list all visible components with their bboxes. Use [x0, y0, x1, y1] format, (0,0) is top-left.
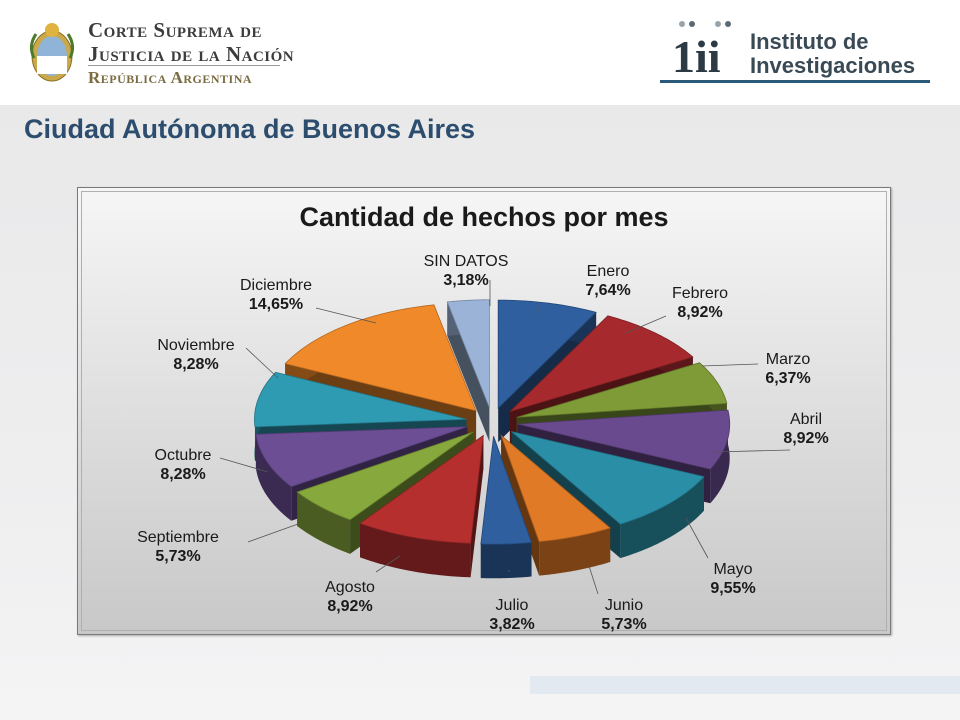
- pie-slice-octubre: [255, 426, 468, 488]
- argentina-coat-of-arms-icon: [29, 23, 75, 82]
- pie-slice-junio: [500, 434, 611, 543]
- slice-value-junio: 5,73%: [601, 616, 646, 633]
- org-country: República Argentina: [88, 68, 253, 87]
- slice-label-noviembre: Noviembre: [157, 337, 234, 354]
- pie-slice-enero: [497, 299, 597, 410]
- institute-name: Instituto de Investigaciones: [750, 30, 915, 78]
- pie-labels: Enero 7,64% Febrero 8,92% Marzo 6,37% Abril 8,9…: [137, 253, 829, 633]
- chart-frame: Cantidad de hechos por mes Enero 7,64% Feb…: [77, 187, 891, 635]
- pie-wall-sin-datos-0: [447, 301, 490, 442]
- pie-tops: [254, 299, 731, 545]
- institute-name-line2: Investigaciones: [750, 53, 916, 78]
- institute-name-line1: Instituto de: [750, 29, 869, 54]
- slice-value-octubre: 8,28%: [160, 466, 205, 483]
- pie-slice-julio: [480, 436, 533, 545]
- pie-slice-noviembre: [254, 371, 467, 428]
- pie-slice-marzo: [516, 362, 728, 418]
- slice-label-mayo: Mayo: [713, 561, 752, 578]
- slice-label-junio: Junio: [605, 597, 643, 614]
- slice-value-julio: 3,82%: [489, 616, 534, 633]
- slice-label-agosto: Agosto: [325, 579, 375, 596]
- leader-line-noviembre: [245, 347, 279, 379]
- leader-line-octubre: [219, 457, 269, 473]
- slice-label-febrero: Febrero: [672, 285, 728, 302]
- org-name-line2: Justicia de la Nación: [88, 42, 295, 66]
- leader-line-febrero: [625, 315, 667, 334]
- slice-value-agosto: 8,92%: [327, 598, 372, 615]
- slice-value-enero: 7,64%: [585, 282, 630, 299]
- slice-label-octubre: Octubre: [155, 447, 212, 464]
- slice-value-noviembre: 8,28%: [173, 356, 218, 373]
- institute-logo-icon: 1ii: [672, 21, 731, 82]
- slice-label-diciembre: Diciembre: [240, 277, 312, 294]
- pie-side-julio: [480, 542, 532, 579]
- slice-value-febrero: 8,92%: [677, 304, 722, 321]
- pie-chart: Cantidad de hechos por mes Enero 7,64% Feb…: [137, 202, 829, 633]
- slice-label-septiembre: Septiembre: [137, 529, 219, 546]
- header: Corte Suprema de Justicia de la Nación R…: [0, 0, 960, 105]
- leader-line-diciembre: [315, 307, 377, 324]
- pie-slice-agosto: [359, 434, 484, 544]
- slice-value-septiembre: 5,73%: [155, 548, 200, 565]
- slice-value-diciembre: 14,65%: [249, 296, 303, 313]
- chart-title: Cantidad de hechos por mes: [299, 202, 668, 232]
- pie-slice-mayo: [511, 431, 705, 525]
- institute-underline: [660, 80, 930, 83]
- slice-label-julio: Julio: [496, 597, 529, 614]
- pie-side-octubre: [255, 434, 292, 521]
- leader-line-agosto: [375, 555, 401, 573]
- slice-value-sin-datos: 3,18%: [443, 272, 488, 289]
- slice-value-marzo: 6,37%: [765, 370, 810, 387]
- leader-line-junio: [588, 565, 599, 595]
- slice-label-enero: Enero: [587, 263, 630, 280]
- pie-side-septiembre: [297, 492, 351, 554]
- leader-line-marzo: [701, 363, 759, 367]
- chart-frame-inner-border: [81, 191, 887, 631]
- pie-slice-diciembre: [284, 304, 477, 412]
- org-divider: [88, 65, 280, 66]
- slice-value-mayo: 9,55%: [710, 580, 755, 597]
- pie-slice-abril: [517, 409, 731, 470]
- leader-line-septiembre: [247, 523, 299, 543]
- pie-slice-febrero: [509, 315, 694, 413]
- pie-leader-lines: [219, 280, 791, 595]
- slice-label-marzo: Marzo: [766, 351, 811, 368]
- org-name-line1: Corte Suprema de: [88, 18, 262, 42]
- pie-slice-sin-datos: [446, 299, 490, 408]
- page-title: Ciudad Autónoma de Buenos Aires: [24, 114, 476, 144]
- leader-line-abril: [713, 449, 791, 453]
- slice-label-sin-datos: SIN DATOS: [424, 253, 509, 270]
- pie-slice-septiembre: [296, 431, 474, 521]
- slice-value-abril: 8,92%: [783, 430, 828, 447]
- footer-accent-bar: [530, 676, 960, 694]
- pie-side-mayo: [620, 476, 705, 559]
- slice-label-abril: Abril: [790, 411, 822, 428]
- leader-line-julio: [507, 569, 511, 573]
- institute-mark: 1ii: [672, 31, 721, 82]
- leader-line-mayo: [685, 517, 709, 559]
